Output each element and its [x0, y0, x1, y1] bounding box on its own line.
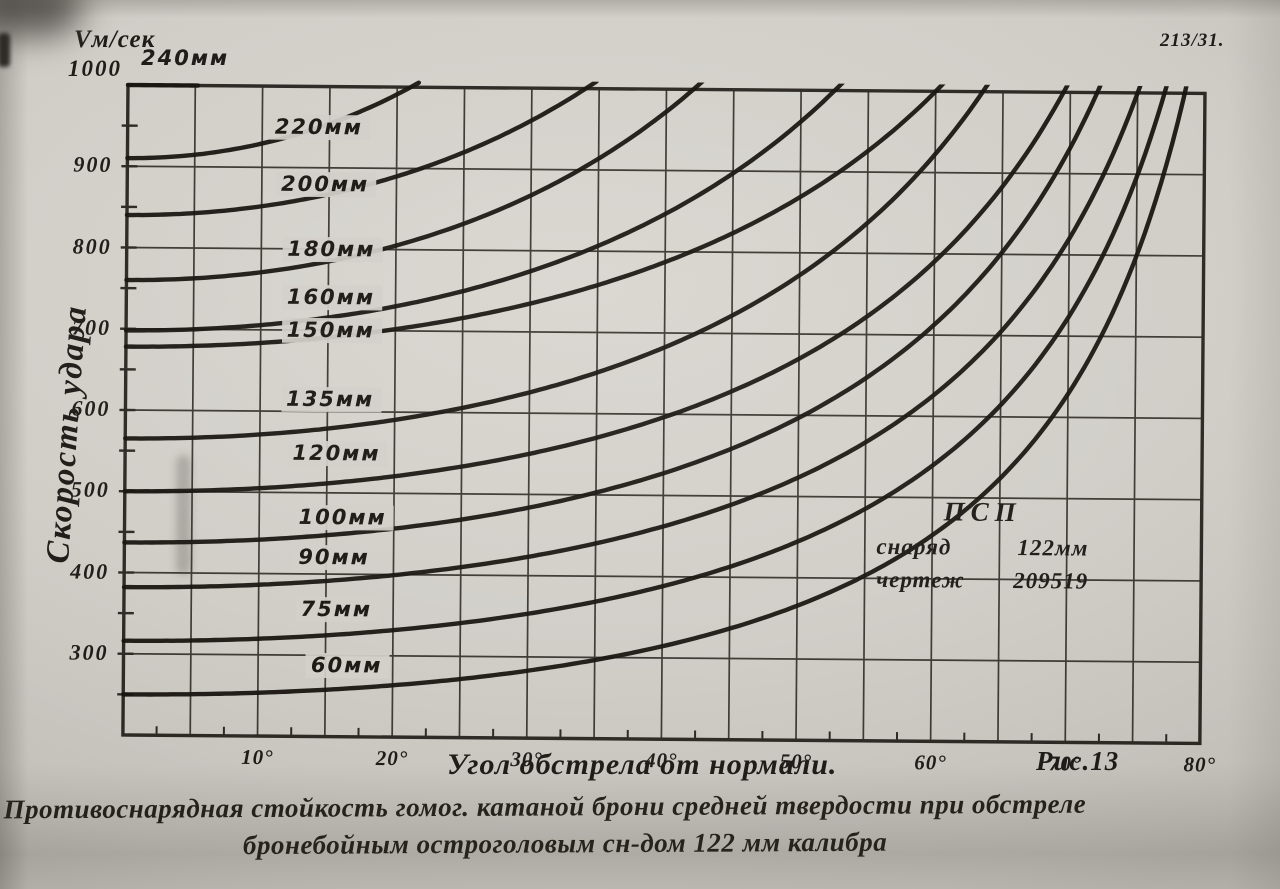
- curve-label-120mm: 120мм: [287, 441, 388, 467]
- scan-smudge: [176, 455, 191, 575]
- curve-75mm: [121, 77, 1176, 644]
- caption-line-1: Противоснарядная стойкость гомог. катано…: [3, 788, 1087, 825]
- legend-title: ПСП: [943, 496, 1022, 528]
- legend-row-drawing: чертеж 209519: [876, 567, 1088, 595]
- curve-150mm: [123, 77, 949, 349]
- curve-label-180mm: 180мм: [282, 236, 383, 263]
- scan-edge-blot: [0, 33, 10, 67]
- curve-label-100mm: 100мм: [293, 504, 394, 531]
- x-axis-title: Угол обстрела от нормали.: [447, 748, 838, 781]
- y-tick-label-800: 800: [72, 233, 112, 259]
- plot-frame: [121, 83, 1207, 746]
- plot-area: ПСП снаряд 122мм чертеж 209519 220мм 200м…: [69, 77, 1216, 777]
- x-tick-label-10: 10°: [241, 744, 274, 770]
- legend-value: 209519: [1013, 567, 1089, 594]
- scan-corner-shadow: [0, 0, 84, 38]
- curve-label-200mm: 200мм: [275, 171, 377, 197]
- legend-value: 122мм: [1017, 534, 1089, 561]
- curve-90mm: [121, 77, 1149, 590]
- caption-line-2: бронебойным остроголовым сн-дом 122 мм к…: [242, 826, 888, 861]
- curve-180mm: [124, 77, 707, 283]
- y-tick-label-900: 900: [73, 151, 113, 178]
- curve-label-75mm: 75мм: [295, 597, 380, 623]
- y-axis-title: Скорость удара: [40, 303, 94, 565]
- curve-label-240mm: 240мм: [141, 46, 230, 70]
- curve-220mm: [125, 80, 422, 161]
- legend-row-projectile: снаряд 122мм: [876, 534, 1088, 562]
- y-axis-unit-label: Vм/сек: [74, 26, 156, 53]
- gridline-horizontal: [123, 652, 1201, 664]
- curve-60mm: [121, 77, 1197, 697]
- document-number: 213/31.: [1160, 30, 1225, 51]
- curve-label-60mm: 60мм: [305, 652, 390, 679]
- curve-160mm: [123, 78, 847, 333]
- figure-label: Рис.13: [1036, 746, 1120, 776]
- y-tick-label-300: 300: [69, 639, 109, 665]
- curve-label-160mm: 160мм: [281, 284, 383, 311]
- legend-label: чертеж: [876, 566, 965, 593]
- x-tick-label-80: 80°: [1183, 752, 1216, 777]
- curve-label-150mm: 150мм: [281, 317, 382, 344]
- x-tick-label-60: 60°: [914, 750, 947, 775]
- gridline-horizontal: [124, 490, 1202, 501]
- curve-label-90mm: 90мм: [293, 545, 377, 571]
- caption: Противоснарядная стойкость гомог. катано…: [0, 788, 1280, 863]
- legend-box: ПСП снаряд 122мм чертеж 209519: [876, 496, 1089, 595]
- y-axis-top-tick: 1000: [68, 56, 122, 81]
- legend-label: снаряд: [876, 533, 952, 560]
- curve-label-135mm: 135мм: [280, 386, 382, 413]
- gridline-horizontal: [127, 165, 1205, 176]
- curve-120mm: [122, 77, 1073, 494]
- curve-100mm: [122, 77, 1111, 545]
- x-tick-label-20: 20°: [375, 745, 409, 771]
- curve-label-220mm: 220мм: [269, 114, 371, 141]
- gridline-horizontal: [124, 571, 1202, 582]
- curve-135mm: [123, 79, 992, 441]
- curve-240mm: [125, 82, 201, 88]
